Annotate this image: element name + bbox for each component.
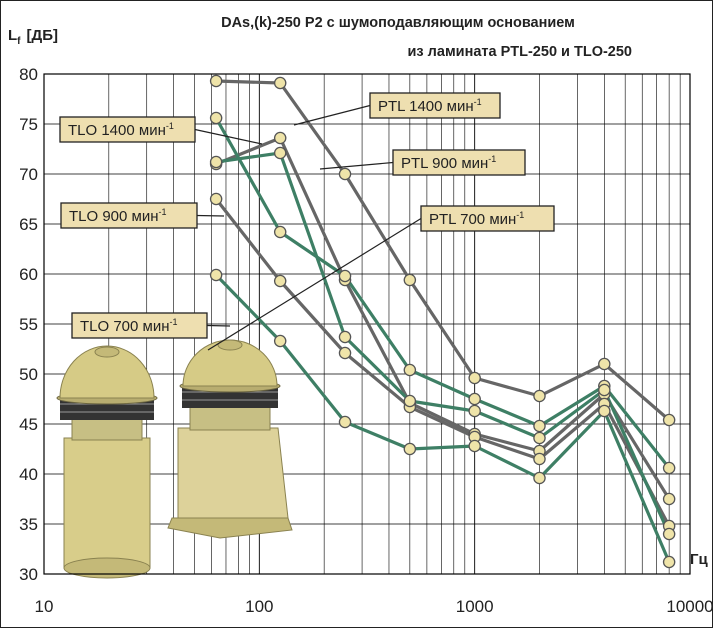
data-point: [273, 146, 287, 160]
callout-label: TLO 900 мин-1: [69, 207, 167, 225]
x-tick-label: 10: [35, 597, 54, 616]
callout-leader: [206, 324, 231, 327]
square-product-image: [167, 339, 293, 539]
callout-label: PTL 900 мин-1: [401, 154, 496, 172]
x-tick-label: 10000: [666, 597, 713, 616]
x-tick-label: 1000: [456, 597, 494, 616]
callout-box: [71, 312, 208, 339]
data-point: [403, 394, 417, 408]
series-line: [215, 151, 671, 535]
data-point: [662, 527, 676, 541]
callout-label: PTL 1400 мин-1: [378, 97, 482, 115]
data-point: [662, 413, 676, 427]
y-tick-label: 55: [19, 315, 38, 334]
callout-leader: [293, 104, 371, 126]
data-point: [209, 268, 223, 282]
callout-box: [60, 202, 198, 229]
series-line: [216, 79, 671, 422]
series-line: [214, 273, 671, 563]
data-point: [468, 404, 481, 418]
chart-title-line1: DAs,(k)-250 P2 с шумоподавляющим основан…: [221, 15, 575, 31]
data-point: [662, 492, 676, 506]
data-point: [209, 192, 223, 206]
y-tick-label: 40: [19, 465, 38, 484]
callout-box: [59, 116, 196, 143]
chart-title-line2: из ламината PTL-250 и TLO-250: [408, 44, 632, 60]
data-point: [209, 111, 223, 125]
data-point: [403, 273, 417, 287]
callout-label: PTL 700 мин-1: [429, 210, 524, 228]
data-point: [273, 334, 287, 348]
data-point: [273, 76, 287, 90]
data-point: [338, 269, 352, 283]
y-tick-label: 30: [19, 565, 38, 584]
callouts: PTL 1400 мин-1 PTL 900 мин-1 PTL 700 мин-1…: [59, 92, 555, 351]
data-point: [273, 131, 287, 145]
data-point: [533, 419, 546, 433]
data-point: [533, 389, 546, 403]
data-point: [338, 346, 352, 360]
data-point: [662, 461, 676, 475]
callout-leader: [194, 128, 263, 145]
data-point: [273, 274, 287, 288]
y-tick-label: 50: [19, 365, 38, 384]
data-point: [533, 452, 546, 466]
callout-leader: [207, 217, 422, 351]
data-point: [403, 442, 417, 456]
data-point: [209, 155, 223, 169]
series-line: [214, 117, 671, 469]
callout-box: [369, 92, 501, 119]
plot-border: [43, 73, 691, 575]
callout-leader: [319, 161, 394, 170]
y-tick-label: 45: [19, 415, 38, 434]
y-tick-label: 35: [19, 515, 38, 534]
data-point: [533, 471, 546, 485]
y-axis-label: Lf [ДБ]: [8, 27, 58, 47]
callout-leader: [196, 214, 225, 217]
data-point: [598, 404, 611, 418]
callout-box: [392, 149, 526, 176]
tick-labels: 30 35 40 45 50 55 60 65 70 75 80 10 100 1000 10000: [19, 65, 713, 616]
data-point: [209, 74, 223, 88]
callout-label: TLO 1400 мин-1: [68, 121, 174, 139]
data-point: [338, 330, 352, 344]
callout-box: [420, 205, 555, 232]
data-point: [468, 439, 481, 453]
y-tick-label: 60: [19, 265, 38, 284]
data-point: [403, 363, 417, 377]
y-tick-label: 75: [19, 115, 38, 134]
y-tick-label: 65: [19, 215, 38, 234]
y-tick-label: 70: [19, 165, 38, 184]
series-markers: [209, 74, 676, 569]
callout-label: TLO 700 мин-1: [80, 317, 178, 335]
round-product-image: [56, 345, 158, 579]
axes: [43, 73, 691, 575]
data-point: [598, 383, 611, 397]
data-point: [468, 392, 481, 406]
series-line: [214, 198, 671, 527]
series-line: [215, 136, 671, 500]
data-point: [468, 371, 481, 385]
series-lines: [214, 79, 671, 563]
data-point: [273, 225, 287, 239]
y-tick-label: 80: [19, 65, 38, 84]
product-illustrations: [56, 339, 293, 579]
titles: DAs,(k)-250 P2 с шумоподавляющим основан…: [8, 15, 709, 568]
data-point: [662, 555, 676, 569]
data-point: [338, 415, 352, 429]
x-tick-label: 100: [245, 597, 273, 616]
x-axis-label: Гц: [690, 551, 709, 568]
data-point: [598, 357, 611, 371]
data-point: [533, 431, 546, 445]
data-point: [338, 167, 352, 181]
